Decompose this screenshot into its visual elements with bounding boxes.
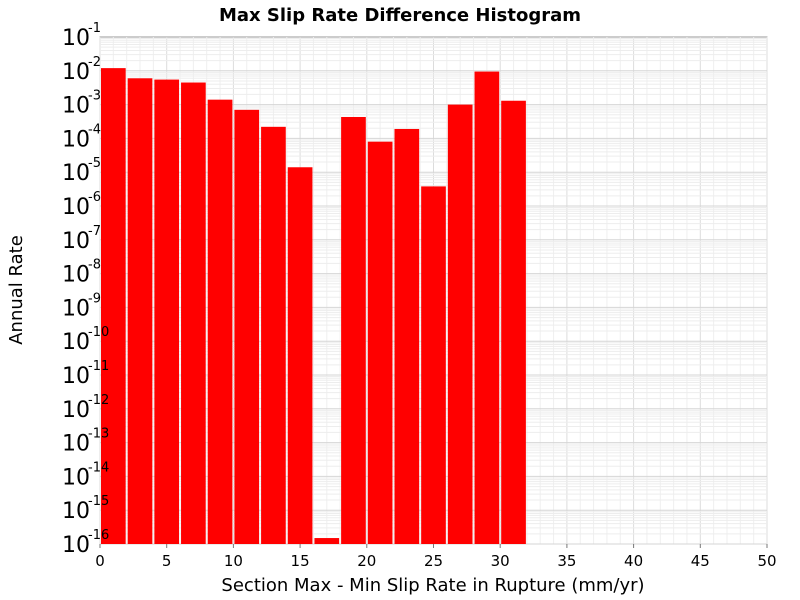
y-tick-exponent: -9 [88,291,101,306]
y-tick-label: 10 [62,296,90,321]
x-tick-label: 35 [557,552,576,570]
histogram-bar [421,186,446,544]
y-tick-exponent: -16 [88,528,109,543]
histogram-bar [474,71,500,544]
y-tick-exponent: -3 [88,89,101,104]
x-tick-labels: 0 5 10 15 20 25 30 35 40 45 50 [95,544,777,570]
y-tick-label: 10 [62,26,90,51]
y-tick-exponent: -7 [88,224,101,239]
histogram-bar [394,128,420,544]
x-tick-label: 50 [757,552,776,570]
histogram-bar [234,109,260,544]
y-tick-exponent: -2 [88,55,101,70]
histogram-bar [287,167,313,545]
x-tick-label: 5 [162,552,172,570]
histogram-bar [207,99,233,544]
y-tick-label: 10 [62,398,90,423]
y-tick-label: 10 [62,60,90,85]
bars-group [101,68,526,545]
y-tick-label: 10 [62,364,90,389]
y-tick-exponent: -14 [88,460,109,475]
x-tick-label: 30 [491,552,510,570]
histogram-bar [314,538,340,544]
x-axis-label: Section Max - Min Slip Rate in Rupture (… [221,575,644,596]
y-tick-exponent: -4 [88,122,101,137]
y-tick-exponent: -5 [88,156,101,171]
x-tick-label: 10 [224,552,243,570]
y-tick-label: 10 [62,465,90,490]
x-tick-label: 40 [624,552,643,570]
histogram-bar [341,116,366,544]
histogram-bar [261,126,286,544]
y-tick-label: 10 [62,127,90,152]
y-tick-exponent: -10 [88,325,109,340]
y-tick-label: 10 [62,533,90,558]
y-tick-label: 10 [62,499,90,524]
x-tick-label: 15 [291,552,310,570]
y-axis-label: Annual Rate [6,235,27,345]
y-tick-label: 10 [62,330,90,355]
y-tick-exponent: -11 [88,359,109,374]
x-tick-label: 20 [357,552,376,570]
y-tick-exponent: -13 [88,427,109,442]
y-tick-labels: 10-1610-1510-1410-1310-1210-1110-1010-91… [62,21,109,558]
y-tick-label: 10 [62,94,90,119]
histogram-bar [154,79,180,544]
histogram-bar [501,100,526,544]
histogram-bar [447,104,473,544]
y-tick-exponent: -15 [88,494,109,509]
x-tick-label: 0 [95,552,105,570]
histogram-bar [127,78,153,544]
y-tick-label: 10 [62,195,90,220]
x-tick-label: 45 [691,552,710,570]
y-tick-label: 10 [62,432,90,457]
y-tick-label: 10 [62,161,90,186]
histogram-bar [367,141,393,545]
y-tick-exponent: -12 [88,393,109,408]
y-tick-label: 10 [62,229,90,254]
x-tick-label: 25 [424,552,443,570]
y-tick-label: 10 [62,263,90,288]
y-tick-exponent: -8 [88,258,101,273]
histogram-bar [101,68,126,545]
y-tick-exponent: -1 [88,21,101,36]
histogram-bar [181,82,206,544]
y-tick-exponent: -6 [88,190,101,205]
chart-title: Max Slip Rate Difference Histogram [219,5,581,26]
